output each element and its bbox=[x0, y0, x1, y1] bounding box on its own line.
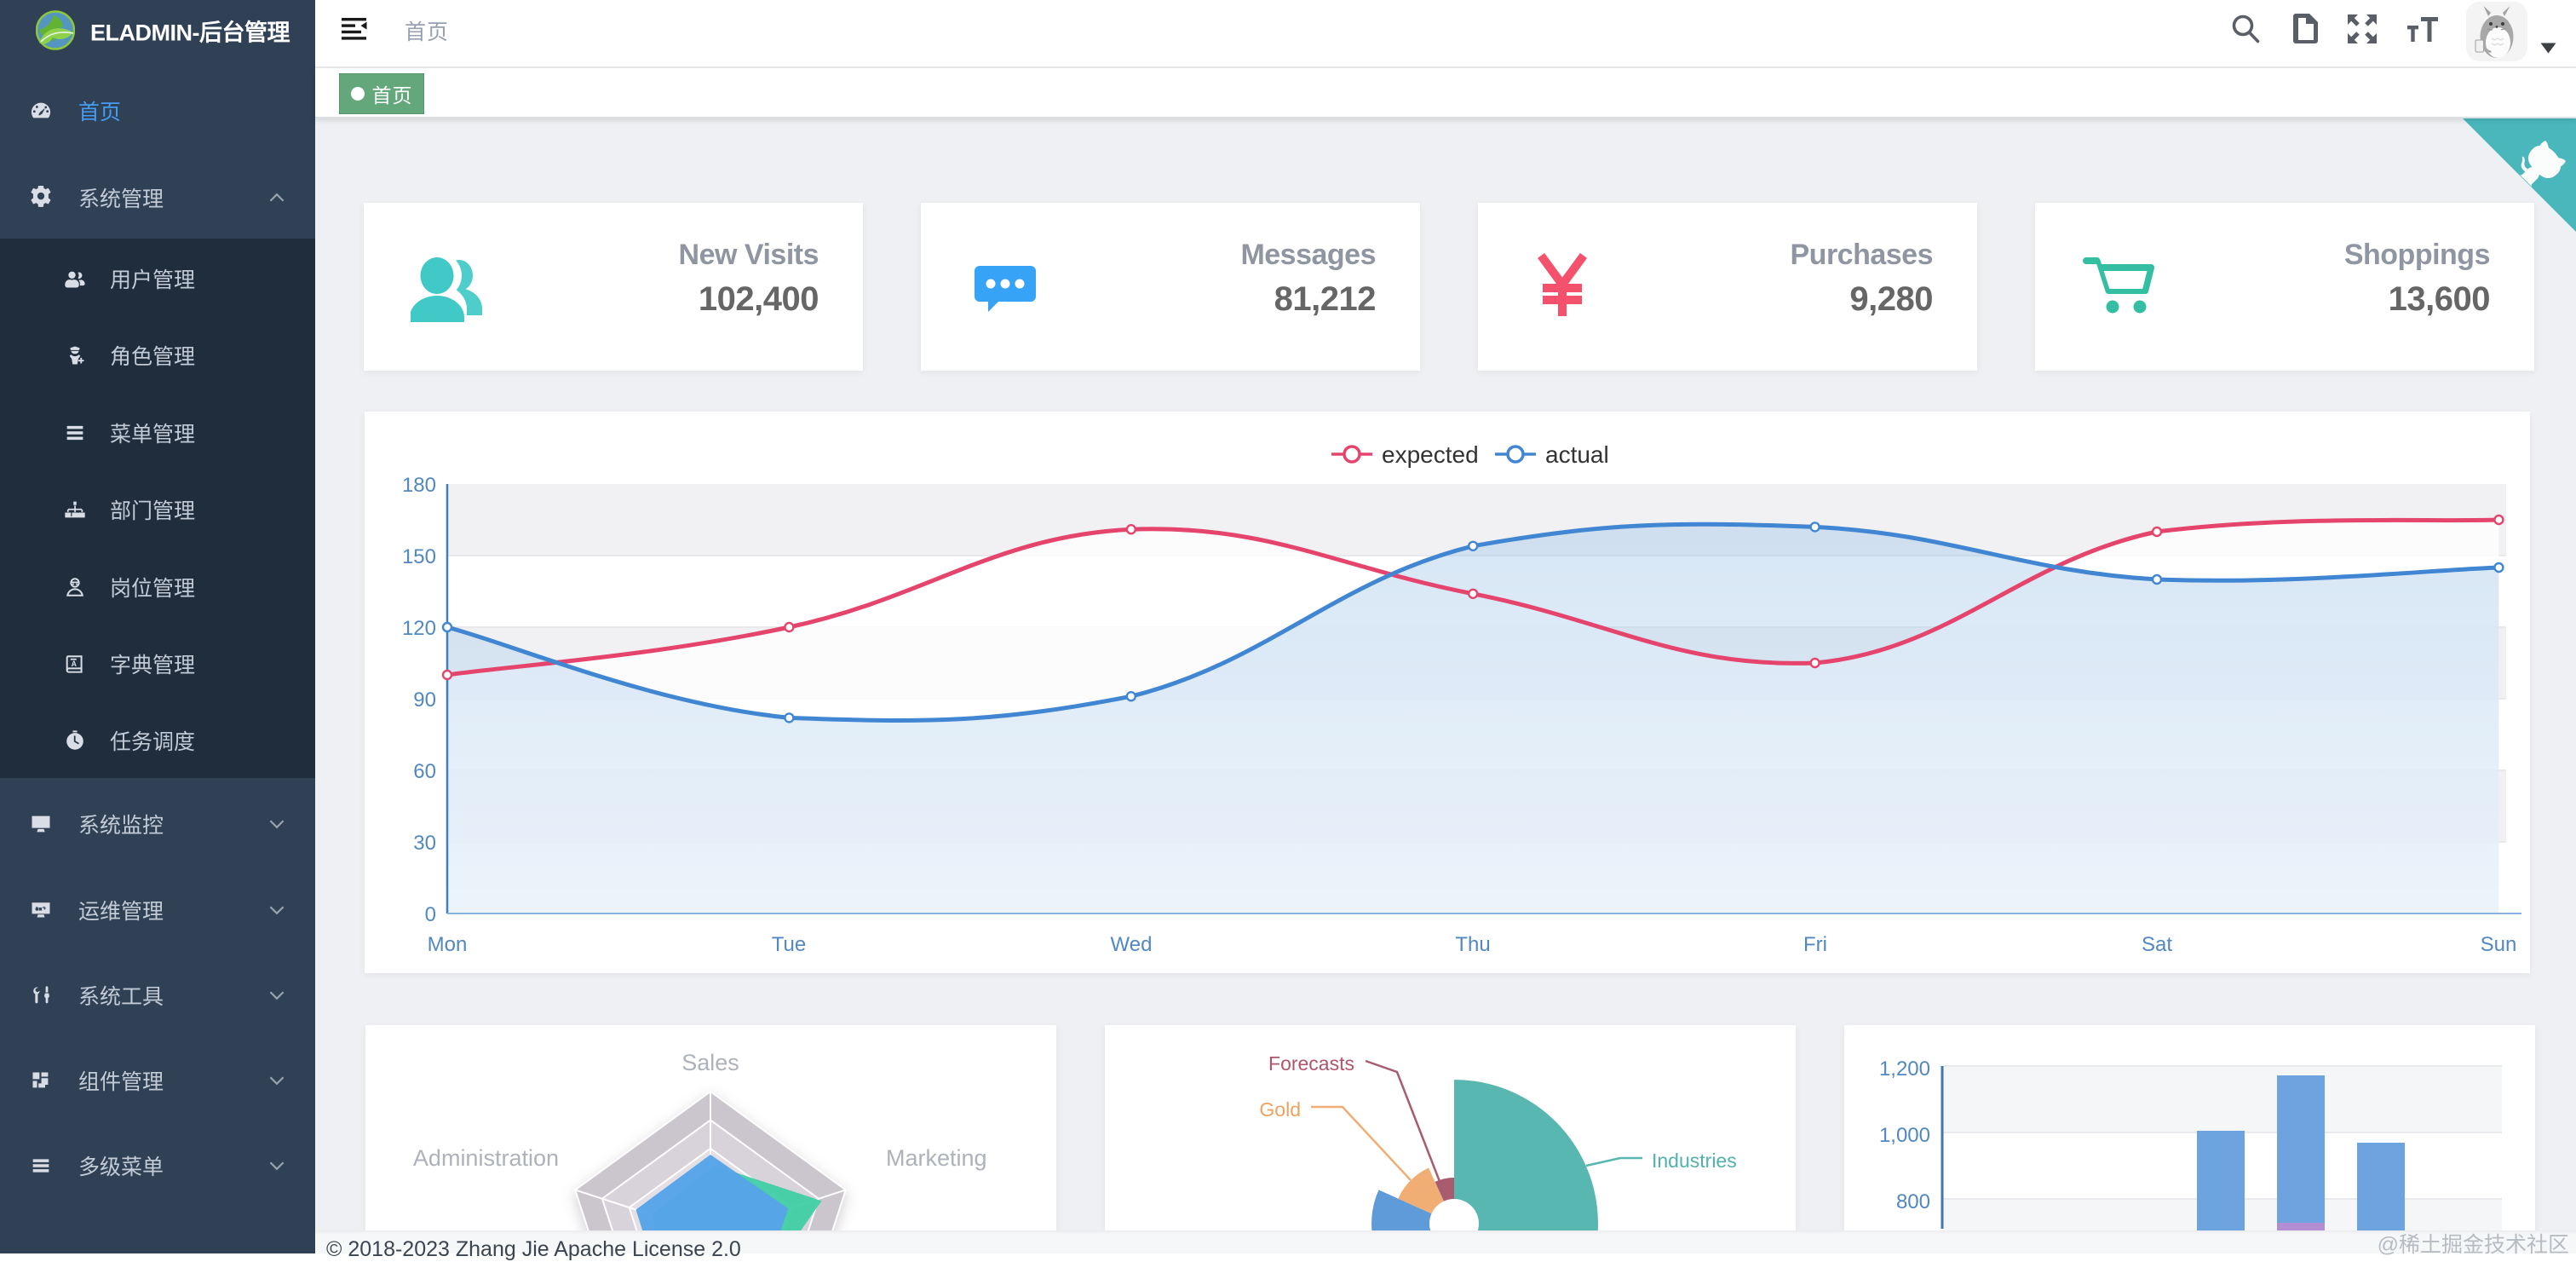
svg-text:180: 180 bbox=[402, 474, 436, 497]
svg-text:Tue: Tue bbox=[772, 933, 806, 956]
svg-text:Sun: Sun bbox=[2481, 933, 2517, 956]
svg-text:Wed: Wed bbox=[1111, 933, 1153, 956]
svg-text:Sat: Sat bbox=[2142, 933, 2172, 956]
svg-text:1,000: 1,000 bbox=[1879, 1124, 1930, 1147]
svg-text:Marketing: Marketing bbox=[886, 1145, 987, 1171]
svg-text:Industries: Industries bbox=[1652, 1150, 1737, 1172]
svg-text:expected: expected bbox=[1382, 441, 1479, 468]
svg-text:60: 60 bbox=[413, 760, 436, 783]
svg-text:Thu: Thu bbox=[1455, 933, 1490, 956]
svg-text:actual: actual bbox=[1545, 441, 1609, 468]
svg-text:Fri: Fri bbox=[1803, 933, 1827, 956]
svg-text:150: 150 bbox=[402, 545, 436, 568]
svg-text:800: 800 bbox=[1896, 1190, 1930, 1213]
svg-text:A: A bbox=[72, 660, 78, 668]
svg-text:0: 0 bbox=[425, 903, 436, 926]
svg-text:Sales: Sales bbox=[681, 1050, 739, 1075]
svg-text:90: 90 bbox=[413, 689, 436, 712]
svg-text:Mon: Mon bbox=[428, 933, 468, 956]
svg-text:1,200: 1,200 bbox=[1879, 1057, 1930, 1080]
svg-text:Administration: Administration bbox=[413, 1145, 559, 1171]
svg-text:30: 30 bbox=[413, 832, 436, 855]
svg-text:Gold: Gold bbox=[1259, 1098, 1301, 1121]
svg-text:120: 120 bbox=[402, 617, 436, 640]
svg-text:Forecasts: Forecasts bbox=[1268, 1052, 1354, 1075]
